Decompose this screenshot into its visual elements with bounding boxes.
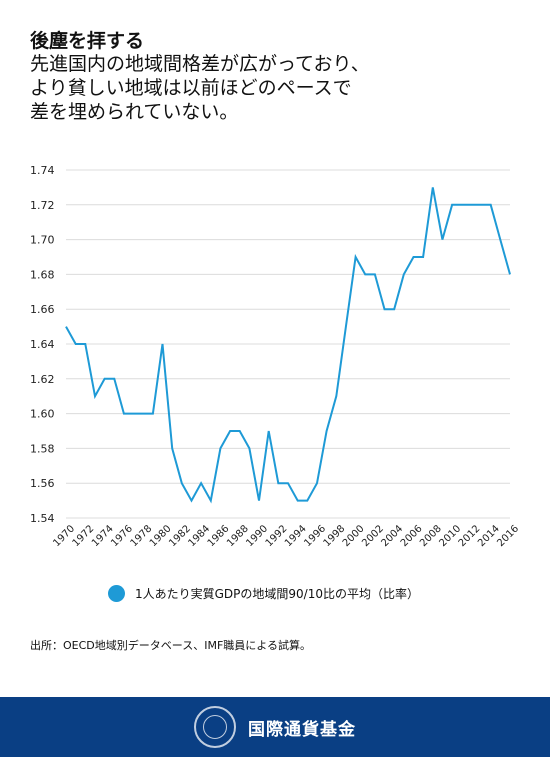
y-tick-label: 1.56 — [30, 477, 55, 490]
y-tick-label: 1.68 — [30, 268, 55, 281]
legend-marker — [108, 584, 125, 602]
source-note: 出所：OECD地域別データベース、IMF職員による試算。 — [30, 639, 311, 652]
footer-banner: 国際通貨基金 — [0, 697, 550, 757]
y-tick-label: 1.66 — [30, 303, 55, 316]
y-tick-label: 1.54 — [30, 512, 55, 525]
chart-title: 後塵を拝する — [30, 30, 145, 52]
imf-seal-logo — [194, 706, 236, 748]
chart-subtitle: 先進国内の地域間格差が広がっており、 より貧しい地域は以前ほどのペースで 差を埋… — [30, 52, 530, 124]
y-tick-label: 1.64 — [30, 338, 55, 351]
y-tick-label: 1.60 — [30, 408, 55, 421]
y-tick-label: 1.74 — [30, 164, 55, 177]
x-tick-label: 2016 — [495, 523, 521, 549]
legend-label: 1人あたり実質GDPの地域間90/10比の平均（比率） — [135, 586, 419, 601]
subtitle-line: 先進国内の地域間格差が広がっており、 — [30, 53, 370, 75]
organization-name: 国際通貨基金 — [248, 719, 356, 740]
line-chart: 1.54 1.56 1.58 1.60 1.62 1.64 1.66 1.68 1.70 1.72… — [30, 164, 521, 549]
subtitle-line: より貧しい地域は以前ほどのペースで — [30, 77, 352, 99]
y-tick-label: 1.72 — [30, 199, 55, 212]
y-tick-label: 1.58 — [30, 442, 55, 455]
y-tick-label: 1.70 — [30, 234, 55, 247]
series-line — [65, 187, 511, 504]
y-tick-label: 1.62 — [30, 373, 55, 386]
subtitle-line: 差を埋められていない。 — [30, 101, 239, 123]
legend: 1人あたり実質GDPの地域間90/10比の平均（比率） — [108, 584, 419, 602]
